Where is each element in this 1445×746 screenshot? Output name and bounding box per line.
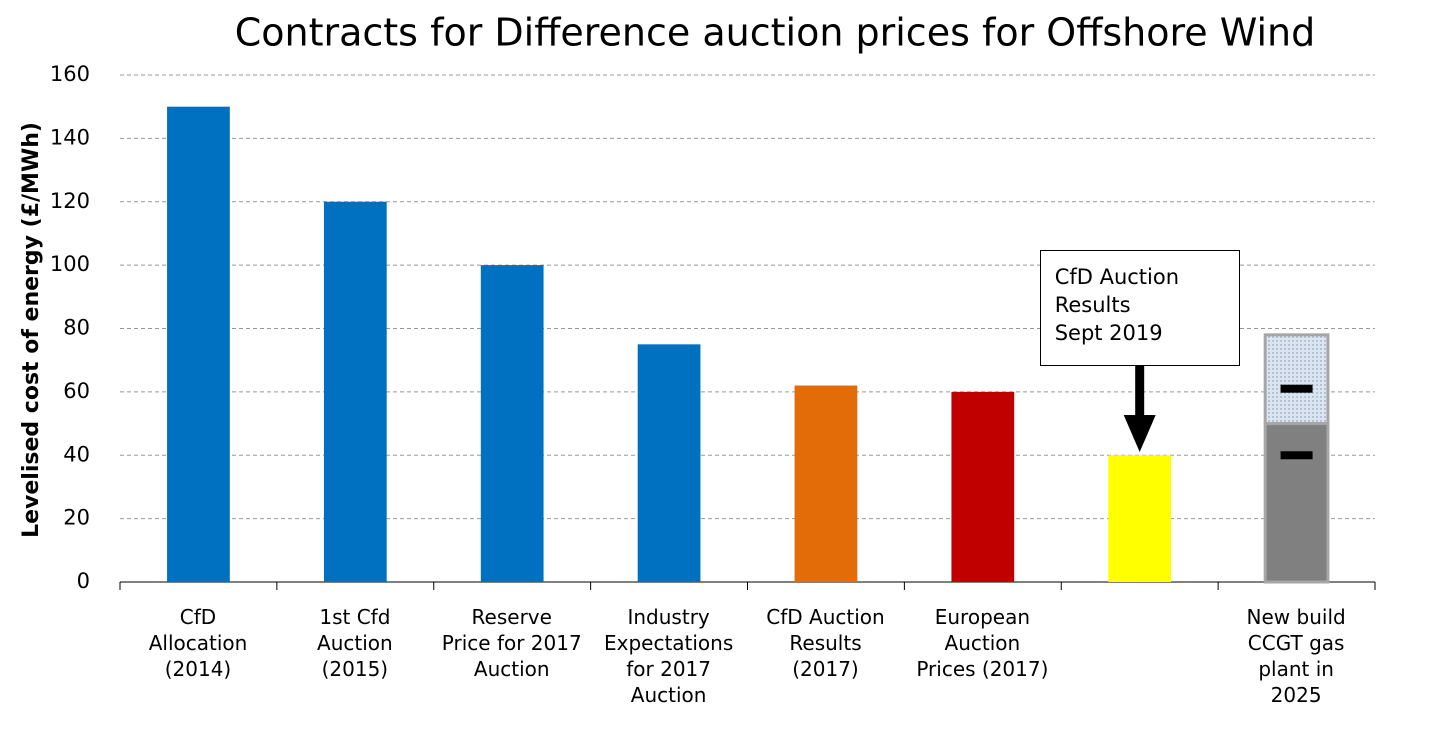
bar <box>167 106 230 582</box>
y-tick-label: 140 <box>50 125 90 149</box>
x-tick-label: Reserve Price for 2017 Auction <box>441 605 582 681</box>
x-tick-label: European Auction Prices (2017) <box>916 605 1049 681</box>
x-tick-label: 1st Cfd Auction (2015) <box>317 605 393 681</box>
annotation: CfD Auction Results Sept 2019 <box>1039 250 1240 366</box>
bar <box>1263 333 1330 426</box>
bar <box>794 385 858 582</box>
bar <box>323 201 387 582</box>
x-tick-label: Industry Expectations for 2017 Auction <box>603 605 734 707</box>
marker <box>1280 451 1313 460</box>
y-axis-label: Levelised cost of energy (£/MWh) <box>19 122 44 538</box>
y-tick-label: 100 <box>50 252 90 276</box>
bar <box>637 344 701 582</box>
x-tick-label: CfD Allocation (2014) <box>148 605 248 681</box>
y-tick-label: 160 <box>50 62 90 86</box>
marker <box>1280 384 1313 393</box>
bar <box>1263 422 1330 584</box>
y-tick-label: 20 <box>63 506 90 530</box>
bar <box>480 265 544 582</box>
y-tick-label: 40 <box>63 442 90 466</box>
bar <box>951 391 1015 582</box>
x-tick-label: CfD Auction Results (2017) <box>766 605 885 681</box>
bar <box>1108 455 1172 582</box>
y-tick-label: 80 <box>63 316 90 340</box>
chart-title: Contracts for Difference auction prices … <box>235 11 1316 55</box>
x-tick-label: New build CCGT gas plant in 2025 <box>1246 605 1346 707</box>
y-tick-label: 0 <box>77 569 90 593</box>
y-tick-label: 60 <box>63 379 90 403</box>
annotation-arrowhead <box>1123 415 1156 452</box>
y-tick-label: 120 <box>50 189 90 213</box>
